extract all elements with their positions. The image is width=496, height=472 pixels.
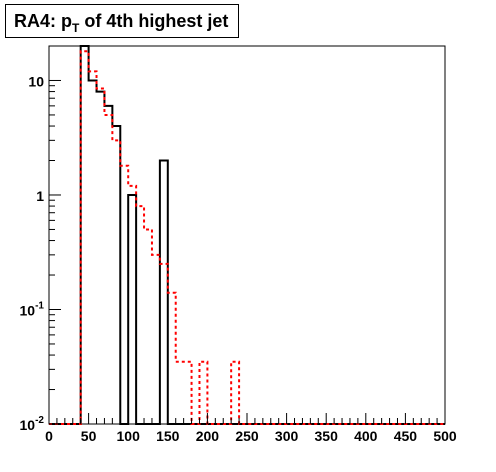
plot-frame bbox=[48, 45, 446, 425]
x-tick-label: 350 bbox=[315, 428, 339, 444]
x-tick-label: 450 bbox=[394, 428, 418, 444]
chart-title: RA4: pT of 4th highest jet bbox=[5, 4, 240, 38]
series-line-0 bbox=[49, 45, 445, 425]
x-tick-label: 500 bbox=[433, 428, 457, 444]
y-tick-label: 10-1 bbox=[20, 300, 45, 318]
x-tick-label: 400 bbox=[354, 428, 378, 444]
series-layer bbox=[49, 45, 445, 425]
x-tick-label: 100 bbox=[117, 428, 141, 444]
x-tick-label: 50 bbox=[81, 428, 97, 444]
x-tick-label: 150 bbox=[156, 428, 180, 444]
x-tick-label: 300 bbox=[275, 428, 299, 444]
y-tick-label: 10 bbox=[28, 73, 44, 89]
x-tick-label: 200 bbox=[196, 428, 220, 444]
axes-layer: 0 50 100 150 200 250 300 350 400 450 500 10-2 10-1 1 1… bbox=[20, 45, 457, 444]
series-line-1 bbox=[49, 50, 445, 425]
y-tick-label: 1 bbox=[36, 188, 44, 204]
y-tick-label: 10-2 bbox=[20, 415, 45, 433]
chart-title-prefix: RA4: p bbox=[14, 11, 72, 31]
x-tick-label: 250 bbox=[235, 428, 259, 444]
chart-title-suffix: of 4th highest jet bbox=[79, 11, 229, 31]
x-tick-label: 0 bbox=[45, 428, 53, 444]
chart-title-subscript: T bbox=[72, 21, 80, 35]
